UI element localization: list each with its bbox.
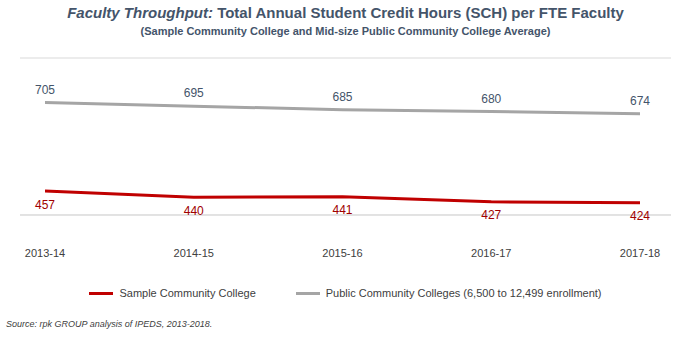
svg-text:427: 427 xyxy=(481,208,501,222)
svg-text:424: 424 xyxy=(630,209,650,223)
html-text:Faculty Throughput: Total Annu: Faculty Throughput: Total Annual Student… xyxy=(67,4,624,21)
svg-text:2013-14: 2013-14 xyxy=(25,247,65,259)
svg-text:674: 674 xyxy=(630,94,650,108)
svg-text:457: 457 xyxy=(35,198,55,212)
svg-text:2016-17: 2016-17 xyxy=(471,247,511,259)
html-text:Sample Community College: Sample Community College xyxy=(119,287,256,299)
svg-text:695: 695 xyxy=(184,86,204,100)
svg-text:2015-16: 2015-16 xyxy=(322,247,362,259)
svg-text:2014-15: 2014-15 xyxy=(174,247,214,259)
svg-text:441: 441 xyxy=(332,203,352,217)
svg-text:685: 685 xyxy=(332,90,352,104)
svg-text:680: 680 xyxy=(481,92,501,106)
html-text:Source: rpk GROUP analysis of: Source: rpk GROUP analysis of IPEDS, 201… xyxy=(6,319,213,329)
svg-text:440: 440 xyxy=(184,204,204,218)
html-text:Public Community Colleges (6,5: Public Community Colleges (6,500 to 12,4… xyxy=(325,287,602,299)
html-text:(Sample Community College and: (Sample Community College and Mid-size P… xyxy=(140,25,551,37)
svg-text:2017-18: 2017-18 xyxy=(620,247,660,259)
svg-text:705: 705 xyxy=(35,83,55,97)
